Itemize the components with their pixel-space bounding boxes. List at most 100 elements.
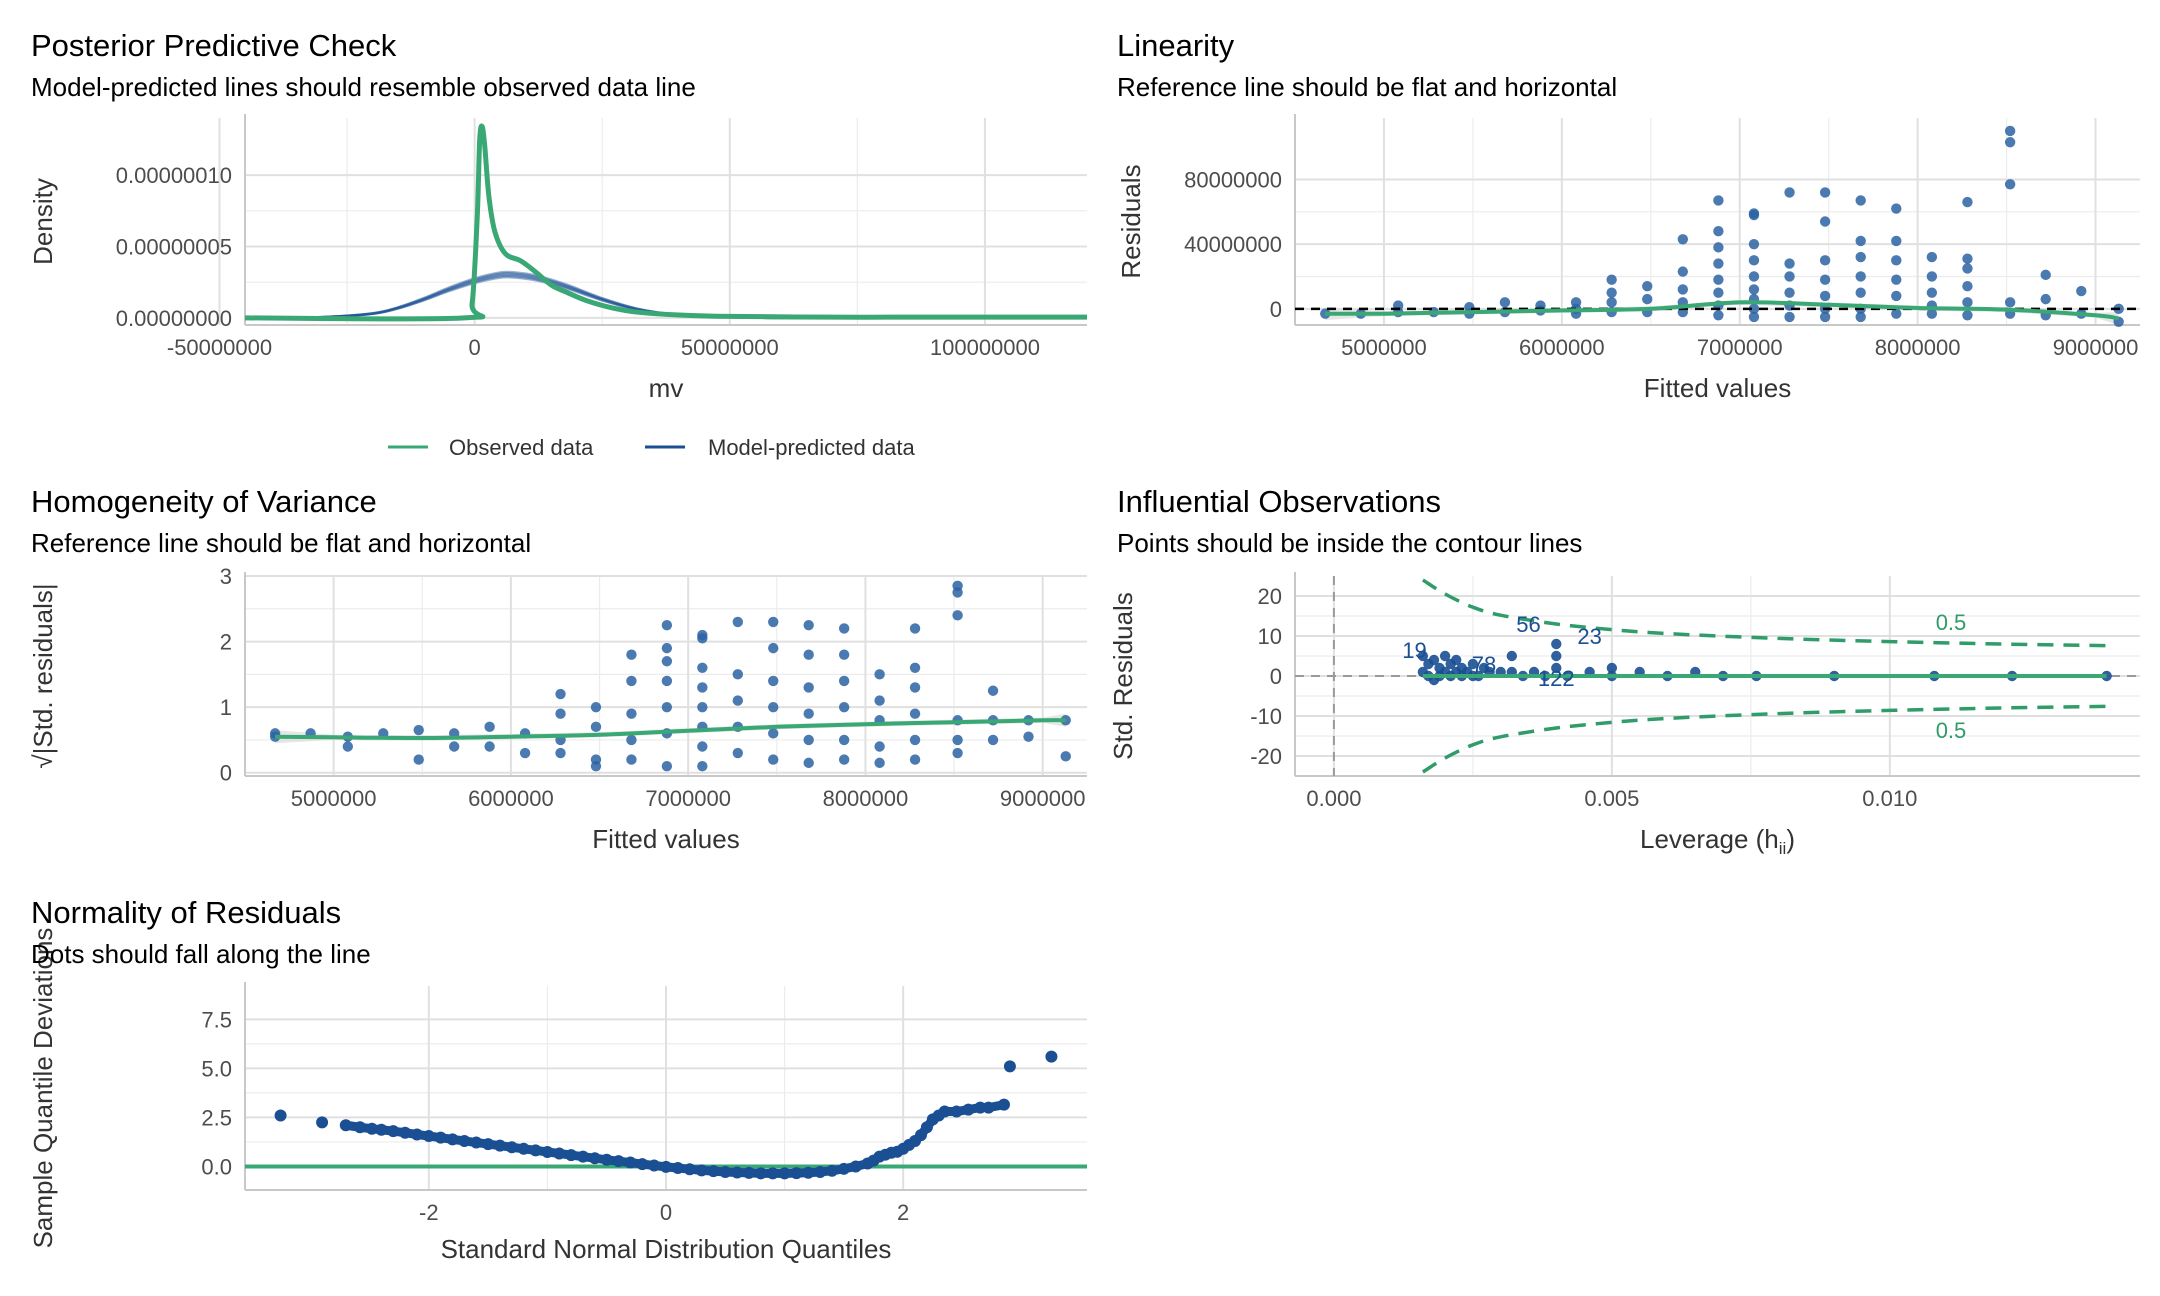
homogeneity-point — [838, 675, 850, 687]
linearity-smooth-line — [1325, 300, 2120, 321]
observation-label: 19 — [1402, 638, 1426, 663]
homogeneity-point — [732, 616, 743, 628]
homogeneity-point — [661, 656, 673, 667]
predicted-density-line — [244, 271, 1087, 320]
x-tick-label: -50000000 — [167, 335, 272, 360]
homogeneity-point — [626, 708, 637, 719]
y-axis-title: Residuals — [1116, 164, 1146, 278]
observation-label: 78 — [1472, 652, 1496, 677]
homogeneity-point — [768, 728, 779, 739]
homogeneity-point — [342, 741, 354, 752]
linearity-point — [2004, 137, 2016, 148]
predicted-density-line — [244, 275, 1087, 320]
homogeneity-subtitle: Reference line should be flat and horizo… — [31, 528, 531, 558]
y-tick-label: 0 — [220, 761, 232, 786]
linearity-point — [1855, 271, 1866, 282]
homogeneity-point — [874, 757, 885, 769]
linearity-point — [1570, 297, 1582, 308]
influential-subtitle: Points should be inside the contour line… — [1117, 528, 1582, 558]
homogeneity-point — [1060, 715, 1071, 726]
x-axis-title: mv — [649, 373, 684, 403]
influence-point — [1439, 650, 1451, 662]
x-tick-label: 6000000 — [468, 786, 554, 811]
linearity-point — [1926, 271, 1938, 282]
homogeneity-point — [768, 616, 779, 628]
linearity-point — [1748, 284, 1760, 295]
x-tick-label: 0.010 — [1862, 786, 1917, 811]
x-tick-label: 2 — [897, 1200, 909, 1225]
linearity-point — [1819, 216, 1831, 227]
homogeneity-point — [448, 741, 460, 752]
linearity-point — [1713, 310, 1724, 321]
observation-label: 23 — [1577, 624, 1601, 649]
y-tick-label: 2 — [220, 630, 232, 655]
linearity-point — [1926, 287, 1938, 298]
x-tick-label: 0.005 — [1584, 786, 1639, 811]
linearity-point — [1677, 234, 1689, 245]
y-tick-label: -20 — [1250, 744, 1282, 769]
contour-label-lower: 0.5 — [1936, 718, 1967, 743]
homogeneity-point — [909, 708, 921, 719]
x-axis-title: Leverage (hii) — [1640, 824, 1795, 858]
influence-point — [1451, 654, 1462, 666]
contour-label-upper: 0.5 — [1936, 610, 1967, 635]
homogeneity-point — [590, 721, 602, 733]
ppc-legend: Observed data Model-predicted data — [388, 435, 915, 460]
homogeneity-point — [909, 754, 921, 765]
linearity-point — [1606, 274, 1617, 285]
homogeneity-point — [697, 662, 708, 674]
homogeneity-smooth-line — [275, 718, 1066, 741]
homogeneity-point — [732, 695, 743, 706]
panel-normality: -2 0 2 0.0 2.5 5.0 7.5 Standard Normal Distribu… — [28, 895, 1087, 1264]
y-tick-label: 1 — [220, 695, 232, 720]
y-tick-label: 10 — [1258, 624, 1282, 649]
homogeneity-point — [838, 754, 850, 765]
linearity-point — [2076, 285, 2087, 297]
homogeneity-point — [909, 682, 921, 693]
normality-point — [316, 1116, 329, 1129]
legend-label-predicted: Model-predicted data — [708, 435, 915, 460]
contour-upper — [1421, 578, 2107, 648]
y-tick-label: 40000000 — [1184, 232, 1282, 257]
x-tick-label: 9000000 — [2053, 335, 2139, 360]
homogeneity-point — [626, 734, 637, 746]
homogeneity-point — [661, 642, 673, 654]
homogeneity-point — [909, 623, 921, 634]
linearity-point — [2004, 297, 2016, 308]
normality-plot-area: -2 0 2 0.0 2.5 5.0 7.5 Standard Normal Distribu… — [28, 928, 1087, 1264]
linearity-point — [1713, 274, 1724, 285]
linearity-point — [1891, 308, 1902, 319]
linearity-point — [1962, 310, 1973, 321]
linearity-point — [1962, 263, 1973, 274]
x-tick-label: 7000000 — [1697, 335, 1783, 360]
homogeneity-point — [661, 760, 673, 772]
influence-point — [1428, 654, 1440, 666]
influential-plot-area: 0.000 0.005 0.010 -20 -10 0 10 20 Leverage (hii)… — [1108, 572, 2140, 858]
panel-ppc: Posterior Predictive Check Model-predict… — [28, 28, 1087, 460]
homogeneity-point — [838, 701, 850, 713]
linearity-point — [1784, 311, 1795, 323]
linearity-title: Linearity — [1117, 28, 1235, 63]
x-axis-title: Standard Normal Distribution Quantiles — [441, 1234, 892, 1264]
homogeneity-point — [768, 754, 779, 765]
homogeneity-point — [803, 682, 814, 693]
homogeneity-point — [697, 741, 708, 752]
homogeneity-point — [987, 734, 999, 746]
homogeneity-point — [519, 747, 531, 759]
contour-lower — [1421, 704, 2107, 774]
y-tick-label: -10 — [1250, 704, 1282, 729]
y-tick-label: 0.0 — [201, 1154, 232, 1179]
linearity-point — [1713, 195, 1724, 206]
linearity-point — [1713, 258, 1724, 269]
influential-title: Influential Observations — [1117, 484, 1441, 519]
homogeneity-point — [1060, 751, 1071, 762]
y-tick-label: 0.00000000 — [116, 306, 232, 331]
linearity-point — [2004, 179, 2016, 190]
y-tick-label: 20 — [1258, 584, 1282, 609]
linearity-point — [1962, 253, 1973, 264]
homogeneity-point — [590, 760, 602, 772]
linearity-point — [1713, 242, 1724, 253]
x-tick-label: 5000000 — [1341, 335, 1427, 360]
homogeneity-point — [697, 633, 708, 644]
linearity-point — [1962, 196, 1973, 208]
